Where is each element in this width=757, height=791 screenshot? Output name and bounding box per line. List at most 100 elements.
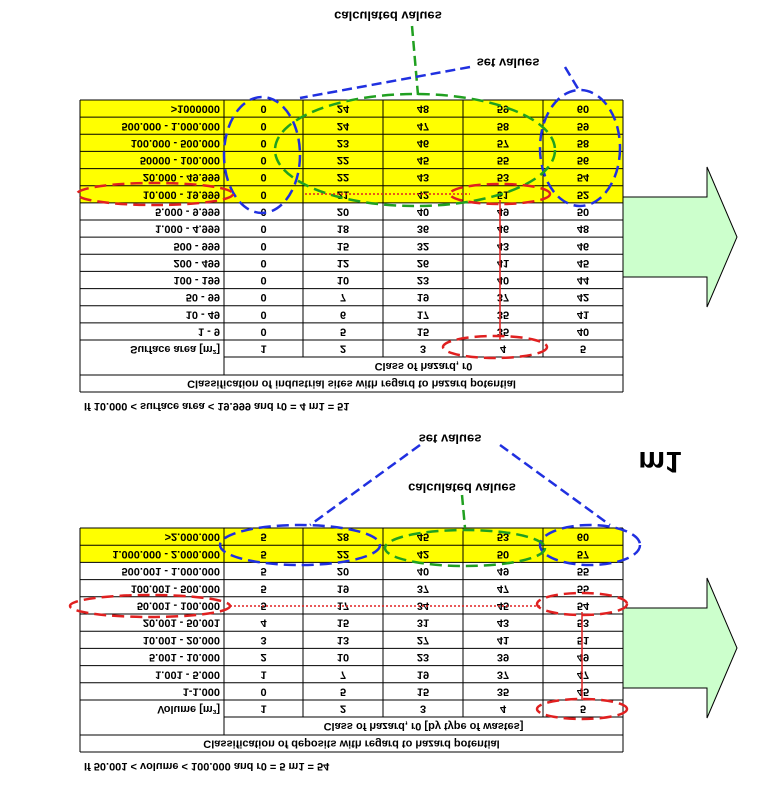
cell-value: 55 — [497, 154, 509, 166]
cell-value: 55 — [577, 582, 589, 594]
cell-value: 58 — [577, 137, 589, 149]
rows-header: Volume [m³] — [157, 703, 220, 715]
cell-value: 17 — [417, 308, 429, 320]
cell-value: 24 — [337, 120, 350, 132]
cell-value: 13 — [337, 634, 349, 646]
cell-value: 0 — [260, 120, 266, 132]
table-note: If 50.001 < volume < 100.000 and r0 = 5 … — [84, 760, 330, 772]
cell-value: 53 — [497, 171, 509, 183]
class-number: 3 — [420, 703, 426, 715]
cell-value: 28 — [337, 531, 349, 543]
oval — [218, 523, 382, 567]
cell-value: 5 — [260, 565, 266, 577]
connector — [410, 25, 420, 96]
cell-value: 23 — [417, 274, 429, 286]
cell-value: 15 — [337, 240, 349, 252]
cell-value: 56 — [577, 154, 589, 166]
cell-value: 46 — [497, 223, 509, 235]
connector — [499, 443, 611, 527]
row-label: 1.000.000 - 2.000.000 — [112, 548, 220, 560]
cell-value: 60 — [577, 531, 589, 543]
row-label: 100 - 199 — [174, 274, 220, 286]
oval — [273, 92, 557, 208]
cell-value: 55 — [577, 565, 589, 577]
cell-value: 27 — [417, 634, 429, 646]
annotation-label: calculated values — [408, 481, 516, 496]
cell-value: 42 — [417, 548, 429, 560]
class-label: Class of hazard, r0 — [375, 360, 473, 372]
cell-value: 5 — [340, 326, 346, 338]
cell-value: 47 — [417, 120, 429, 132]
cell-value: 32 — [417, 240, 429, 252]
cell-value: 42 — [577, 291, 589, 303]
highlight-row — [80, 100, 623, 118]
cell-value: 23 — [337, 137, 349, 149]
row-label: 10.000 - 19.999 — [143, 188, 220, 200]
cell-value: 26 — [417, 257, 429, 269]
highlight-row — [80, 545, 623, 563]
cell-value: 0 — [260, 291, 266, 303]
cell-value: 41 — [577, 308, 589, 320]
cell-value: 1 — [260, 668, 266, 680]
cell-value: 2 — [260, 651, 266, 663]
class-number: 4 — [500, 343, 507, 355]
cell-value: 40 — [417, 565, 429, 577]
row-label: 20.000 - 49.999 — [143, 171, 220, 183]
cell-value: 40 — [417, 206, 429, 218]
rows-header: Surface area [m²] — [130, 343, 220, 355]
cell-value: 5 — [260, 531, 266, 543]
row-label: 1-1.000 — [183, 685, 220, 697]
cell-value: 20 — [337, 206, 349, 218]
connector — [460, 494, 467, 529]
cell-value: 7 — [340, 291, 346, 303]
cell-value: 15 — [417, 685, 429, 697]
cell-value: 0 — [260, 137, 266, 149]
cell-value: 47 — [577, 668, 589, 680]
highlight-row — [80, 134, 623, 152]
row-label: 1.001 - 5.000 — [155, 668, 220, 680]
cell-value: 49 — [497, 565, 509, 577]
cell-value: 0 — [260, 257, 266, 269]
cell-value: 46 — [577, 240, 589, 252]
row-label: 50.001 - 100.000 — [137, 599, 220, 611]
oval — [538, 88, 622, 208]
cell-value: 19 — [337, 582, 349, 594]
connector — [563, 66, 582, 93]
cell-value: 3 — [260, 634, 266, 646]
cell-value: 12 — [337, 257, 349, 269]
cell-value: 53 — [577, 617, 589, 629]
cell-value: 5 — [340, 685, 346, 697]
cell-value: 22 — [337, 548, 349, 560]
cell-value: 15 — [337, 617, 349, 629]
row-label: 1.000 - 4.999 — [155, 223, 220, 235]
cell-value: 0 — [260, 171, 266, 183]
connector — [299, 65, 471, 100]
cell-value: 49 — [577, 651, 589, 663]
highlight-row — [80, 185, 623, 203]
cell-value: 7 — [340, 668, 346, 680]
class-label: Class of hazard, r0 [by type of wastes] — [324, 720, 524, 732]
cell-value: 0 — [260, 103, 266, 115]
class-number: 3 — [420, 343, 426, 355]
highlight-row — [80, 151, 623, 169]
class-number: 1 — [260, 343, 266, 355]
cell-value: 0 — [260, 308, 266, 320]
oval — [448, 182, 552, 206]
cell-value: 43 — [497, 240, 509, 252]
cell-value: 19 — [417, 668, 429, 680]
cell-value: 35 — [497, 685, 509, 697]
cell-value: 46 — [417, 137, 429, 149]
cell-value: 10 — [337, 651, 349, 663]
cell-value: 49 — [497, 206, 509, 218]
row-label: 50 - 99 — [186, 291, 220, 303]
oval — [535, 697, 629, 721]
cell-value: 10 — [337, 274, 349, 286]
oval — [75, 181, 235, 207]
cell-value: 58 — [497, 120, 509, 132]
table-note: If 10.000 < surface area < 19.999 and r0… — [84, 400, 349, 412]
annotation-label: set values — [477, 56, 540, 71]
cell-value: 50 — [577, 206, 589, 218]
cell-value: 35 — [497, 308, 509, 320]
cell-value: 43 — [417, 171, 429, 183]
